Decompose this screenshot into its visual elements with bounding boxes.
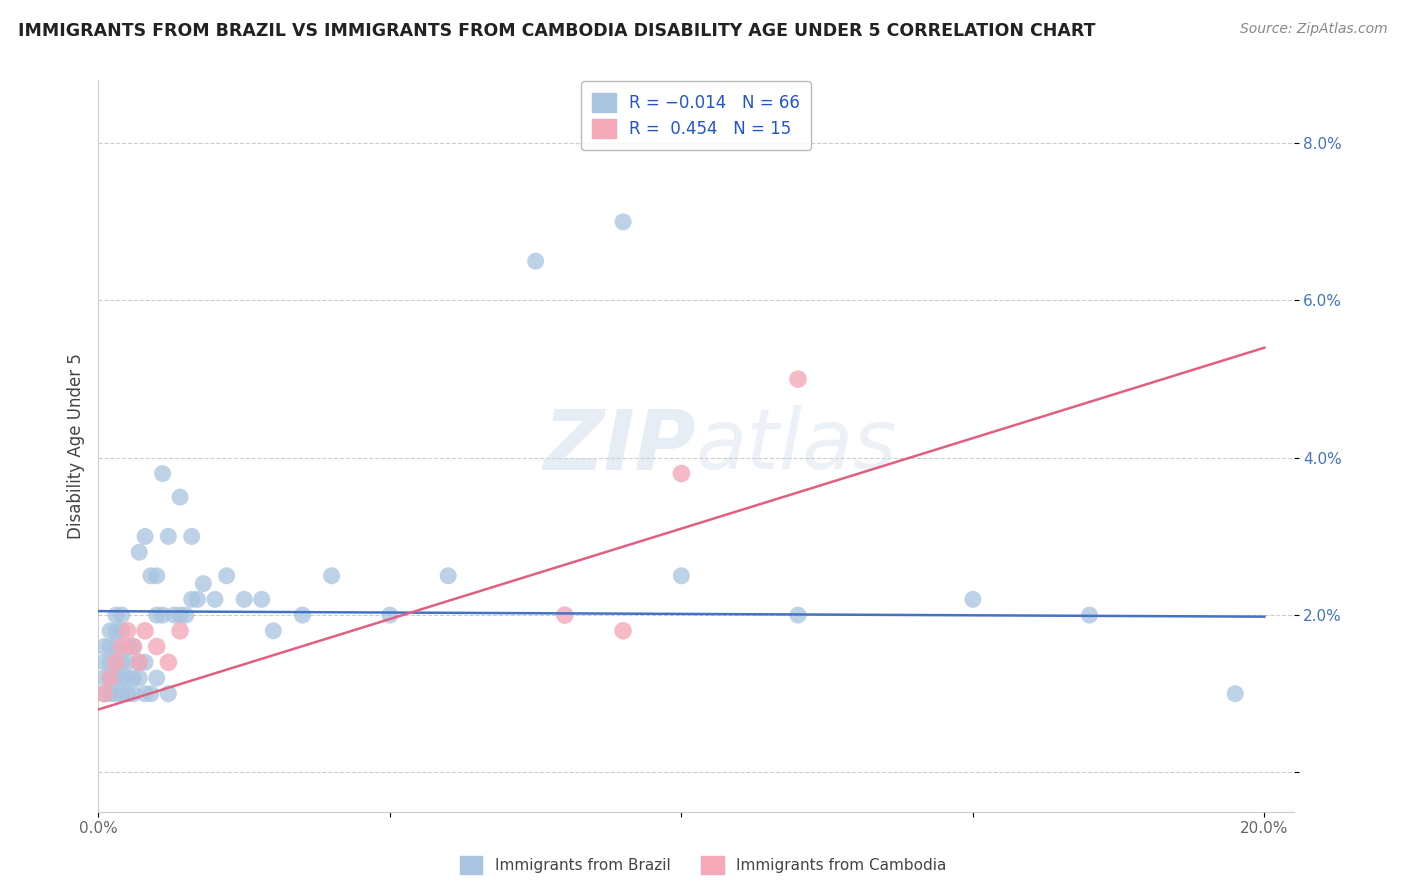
Point xyxy=(174,608,197,623)
Point xyxy=(180,529,202,543)
Point xyxy=(787,608,810,623)
Point xyxy=(117,671,139,685)
Point xyxy=(93,687,115,701)
Point xyxy=(233,592,256,607)
Point xyxy=(157,687,180,701)
Point xyxy=(169,490,191,504)
Point xyxy=(1225,687,1247,701)
Point xyxy=(169,608,191,623)
Point xyxy=(93,640,115,654)
Legend: R = −0.014   N = 66, R =  0.454   N = 15: R = −0.014 N = 66, R = 0.454 N = 15 xyxy=(581,81,811,150)
Point xyxy=(117,687,139,701)
Text: IMMIGRANTS FROM BRAZIL VS IMMIGRANTS FROM CAMBODIA DISABILITY AGE UNDER 5 CORREL: IMMIGRANTS FROM BRAZIL VS IMMIGRANTS FRO… xyxy=(18,22,1095,40)
Point xyxy=(122,671,145,685)
Point xyxy=(145,568,167,582)
Y-axis label: Disability Age Under 5: Disability Age Under 5 xyxy=(66,353,84,539)
Point xyxy=(152,608,174,623)
Point xyxy=(262,624,284,638)
Point xyxy=(193,576,215,591)
Point xyxy=(111,671,134,685)
Point xyxy=(104,655,127,669)
Point xyxy=(122,687,145,701)
Point xyxy=(93,671,115,685)
Point xyxy=(117,640,139,654)
Point xyxy=(93,687,115,701)
Text: atlas: atlas xyxy=(696,406,897,486)
Point xyxy=(111,640,134,654)
Point xyxy=(180,592,202,607)
Text: ZIP: ZIP xyxy=(543,406,696,486)
Point xyxy=(671,467,693,481)
Point xyxy=(122,640,145,654)
Point xyxy=(128,545,150,559)
Point xyxy=(671,568,693,582)
Point xyxy=(250,592,273,607)
Point xyxy=(93,655,115,669)
Point xyxy=(104,687,127,701)
Point xyxy=(98,671,121,685)
Point xyxy=(111,655,134,669)
Point xyxy=(169,624,191,638)
Point xyxy=(134,624,156,638)
Point xyxy=(437,568,460,582)
Point xyxy=(128,655,150,669)
Point xyxy=(291,608,314,623)
Legend: Immigrants from Brazil, Immigrants from Cambodia: Immigrants from Brazil, Immigrants from … xyxy=(453,850,953,880)
Text: Source: ZipAtlas.com: Source: ZipAtlas.com xyxy=(1240,22,1388,37)
Point xyxy=(186,592,208,607)
Point xyxy=(215,568,238,582)
Point xyxy=(104,608,127,623)
Point xyxy=(98,640,121,654)
Point xyxy=(157,655,180,669)
Point xyxy=(554,608,576,623)
Point xyxy=(117,655,139,669)
Point xyxy=(134,687,156,701)
Point xyxy=(98,624,121,638)
Point xyxy=(612,624,634,638)
Point xyxy=(787,372,810,386)
Point xyxy=(128,655,150,669)
Point xyxy=(152,467,174,481)
Point xyxy=(962,592,984,607)
Point xyxy=(204,592,226,607)
Point xyxy=(134,529,156,543)
Point xyxy=(145,671,167,685)
Point xyxy=(145,608,167,623)
Point xyxy=(321,568,343,582)
Point xyxy=(111,687,134,701)
Point xyxy=(98,655,121,669)
Point xyxy=(104,655,127,669)
Point xyxy=(111,624,134,638)
Point xyxy=(1078,608,1101,623)
Point xyxy=(612,215,634,229)
Point xyxy=(524,254,547,268)
Point xyxy=(134,655,156,669)
Point xyxy=(117,624,139,638)
Point xyxy=(104,640,127,654)
Point xyxy=(98,671,121,685)
Point xyxy=(111,608,134,623)
Point xyxy=(98,687,121,701)
Point xyxy=(122,640,145,654)
Point xyxy=(139,568,162,582)
Point xyxy=(157,529,180,543)
Point xyxy=(378,608,401,623)
Point xyxy=(104,624,127,638)
Point xyxy=(139,687,162,701)
Point xyxy=(145,640,167,654)
Point xyxy=(128,671,150,685)
Point xyxy=(163,608,186,623)
Point xyxy=(104,671,127,685)
